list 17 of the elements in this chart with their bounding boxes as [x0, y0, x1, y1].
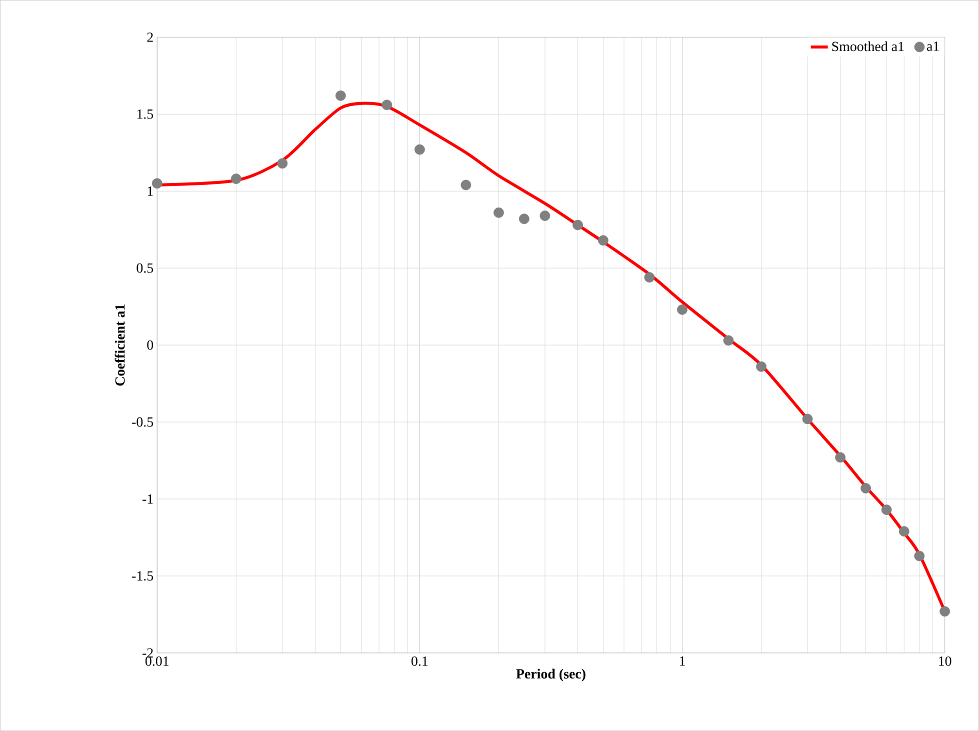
x-tick-label: 10	[939, 656, 952, 666]
x-tick-label: 0.01	[145, 656, 168, 666]
y-tick-label: 1.5	[137, 109, 154, 119]
y-tick-label: -0.5	[132, 417, 154, 427]
y-tick-label: -2	[142, 648, 153, 658]
y-tick-label: 1	[148, 186, 153, 196]
legend-label: a1	[926, 42, 939, 51]
y-axis-title: Coefficient a1	[114, 304, 125, 386]
x-tick-label: 0.1	[412, 656, 428, 666]
y-tick-label: -1	[142, 494, 153, 504]
x-axis-title: Period (sec)	[516, 668, 586, 682]
legend-label: Smoothed a1	[832, 41, 904, 52]
x-tick-label: 1	[680, 656, 685, 666]
y-tick-label: 0	[147, 340, 154, 350]
y-tick-label: -1.5	[132, 571, 154, 581]
y-tick-label: 2	[147, 32, 153, 42]
y-tick-label: 0.5	[136, 263, 154, 273]
